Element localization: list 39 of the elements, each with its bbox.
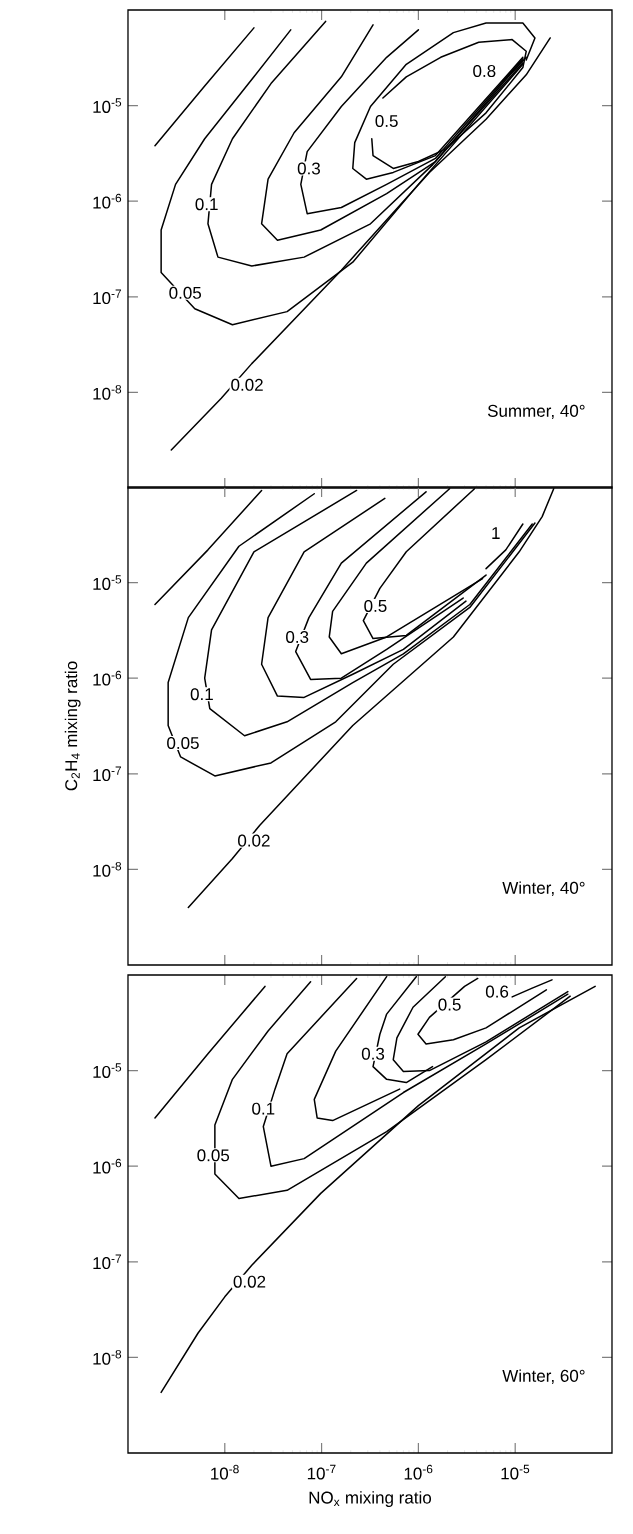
y-tick-label: 10$^{-5}$: [93, 575, 122, 590]
x-axis-title: NO$_{x}$ mixing ratio: [309, 1491, 432, 1507]
annotation: 1: [492, 527, 500, 539]
x-tick-label: 10$^{-8}$: [211, 1464, 239, 1480]
annotation: 0.8: [473, 65, 496, 78]
annotation: 0.02: [231, 378, 263, 391]
y-tick-label: 10$^{-7}$: [93, 1254, 122, 1270]
y-tick-label: 10$^{-7}$: [93, 766, 122, 782]
annotation: 0.3: [361, 1047, 385, 1060]
annotation: 0.1: [252, 1102, 275, 1115]
annotation: 0.05: [197, 1149, 230, 1162]
x-tick-label: 10$^{-5}$: [501, 1464, 530, 1480]
y-tick-label: 10$^{-8}$: [93, 862, 122, 877]
annotation: 0.5: [364, 599, 387, 612]
y-tick-label: 10$^{-8}$: [93, 385, 122, 400]
y-tick-label: 10$^{-5}$: [93, 1063, 122, 1078]
annotation: 0.1: [190, 688, 213, 701]
annotation: Winter, 60°: [502, 1369, 585, 1384]
annotation: 0.3: [286, 630, 309, 643]
y-tick-label: 10$^{-6}$: [93, 193, 122, 209]
annotation: Winter, 40°: [502, 881, 585, 896]
annotation: 0.1: [195, 198, 218, 211]
x-tick-label: 10$^{-6}$: [404, 1464, 433, 1480]
y-tick-label: 10$^{-6}$: [93, 1158, 122, 1174]
y-tick-label: 10$^{-5}$: [93, 98, 122, 113]
annotation: 0.3: [297, 162, 320, 175]
annotation: Summer, 40°: [487, 404, 585, 419]
annotation: 0.02: [233, 1275, 266, 1288]
annotation: 0.5: [438, 998, 461, 1011]
annotation: 0.02: [238, 834, 270, 847]
x-tick-label: 10$^{-7}$: [307, 1464, 336, 1480]
y-tick-label: 10$^{-7}$: [93, 289, 122, 305]
annotation: 0.05: [169, 286, 202, 299]
y-axis-title: C$_{2}$H$_{4}$ mixing ratio: [64, 661, 81, 791]
y-tick-label: 10$^{-6}$: [93, 670, 122, 686]
y-tick-label: 10$^{-8}$: [93, 1350, 122, 1365]
annotation: 0.6: [485, 985, 509, 998]
annotation: 0.05: [167, 736, 199, 750]
annotation: 0.5: [375, 114, 398, 128]
